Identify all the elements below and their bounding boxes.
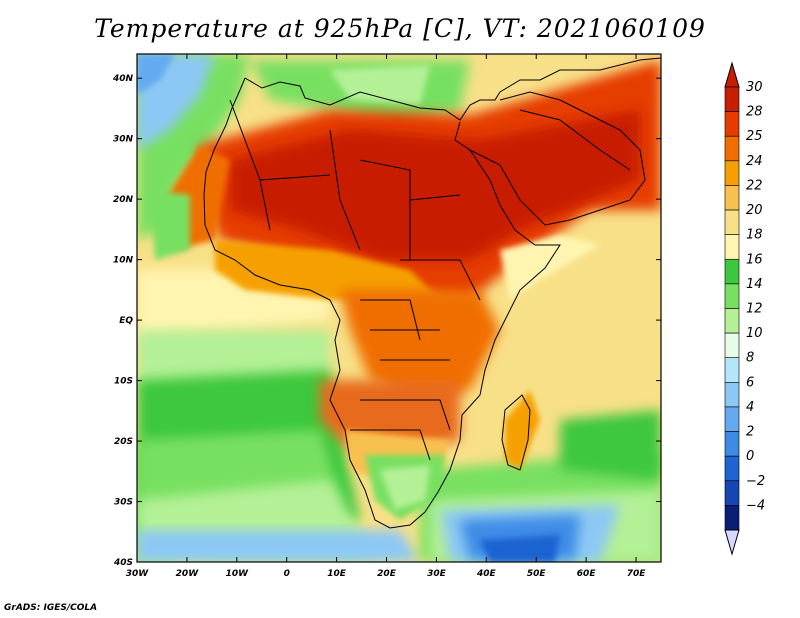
legend-color-box [724,480,740,506]
axis-tick-labels: 30W 20W 10W 0 10E 20E 30E 40E 50E 60E 70E 40N 30N 20N… [112,74,646,579]
legend-label: 25 [746,129,763,144]
chart-title: Temperature at 925hPa [C], VT: 202106010… [94,14,706,43]
legend-color-box [724,185,740,211]
legend-color-box [724,406,740,432]
lon-tick-label: 20E [377,569,397,579]
lat-tick-label: 30S [114,498,133,508]
legend-color-box [724,505,740,531]
lat-tick-label: 40N [112,74,134,84]
legend-label: 12 [746,302,763,317]
lat-tick-label: 10N [113,256,134,266]
lon-tick-label: 30E [427,569,447,579]
legend-label: 22 [746,178,763,193]
lon-tick-label: 70E [627,569,647,579]
legend-color-box [724,283,740,309]
legend-color-box [724,86,740,112]
lat-tick-label: 20N [113,195,134,205]
credit-text: GrADS: IGES/COLA [4,603,98,613]
temperature-field [137,54,661,562]
lat-tick-label: 40S [113,558,133,568]
legend-label: 18 [746,228,763,243]
legend-label: 30 [746,80,763,95]
lat-tick-label: 10S [114,377,133,387]
legend-top-triangle [724,61,740,88]
lon-tick-label: 20W [176,569,200,579]
legend-color-box [724,431,740,457]
plot-frame [136,53,662,563]
lon-tick-label: 10E [327,569,347,579]
legend-label: 6 [746,375,754,390]
legend-color-box [724,382,740,408]
legend-color-box [724,258,740,285]
legend-label: 14 [746,277,763,292]
legend-label: 28 [746,105,763,120]
axis-ticks [136,54,661,563]
legend-label: −2 [746,474,765,489]
legend-label: −4 [746,498,765,513]
lon-tick-label: 60E [577,569,597,579]
legend-color-box [724,357,740,383]
legend-color-box [724,332,740,359]
lon-tick-label: 50E [527,569,547,579]
legend-label: 8 [746,351,754,366]
legend-label: 0 [746,449,754,464]
legend-label: 4 [746,400,754,415]
legend-label: 16 [746,252,763,267]
legend-bottom-triangle [724,529,740,556]
lon-tick-label: 0 [284,569,290,579]
legend-color-box [724,455,740,482]
legend-color-box [724,111,740,137]
lon-tick-label: 30W [126,569,150,579]
legend-label: 10 [746,326,763,341]
legend-color-box [724,209,740,235]
legend-label: 24 [746,154,763,169]
lat-tick-label: 30N [113,135,134,145]
lon-tick-label: 10W [226,569,250,579]
legend-color-box [724,135,740,162]
legend-color-box [724,234,740,260]
legend-color-box [724,308,740,334]
legend-color-box [724,160,740,186]
lat-tick-label: 20S [114,437,133,447]
legend-label: 20 [746,203,763,218]
lat-tick-label: EQ [119,316,133,326]
lon-tick-label: 40E [476,569,497,579]
legend-label: 2 [746,425,754,440]
coastlines [203,57,661,529]
